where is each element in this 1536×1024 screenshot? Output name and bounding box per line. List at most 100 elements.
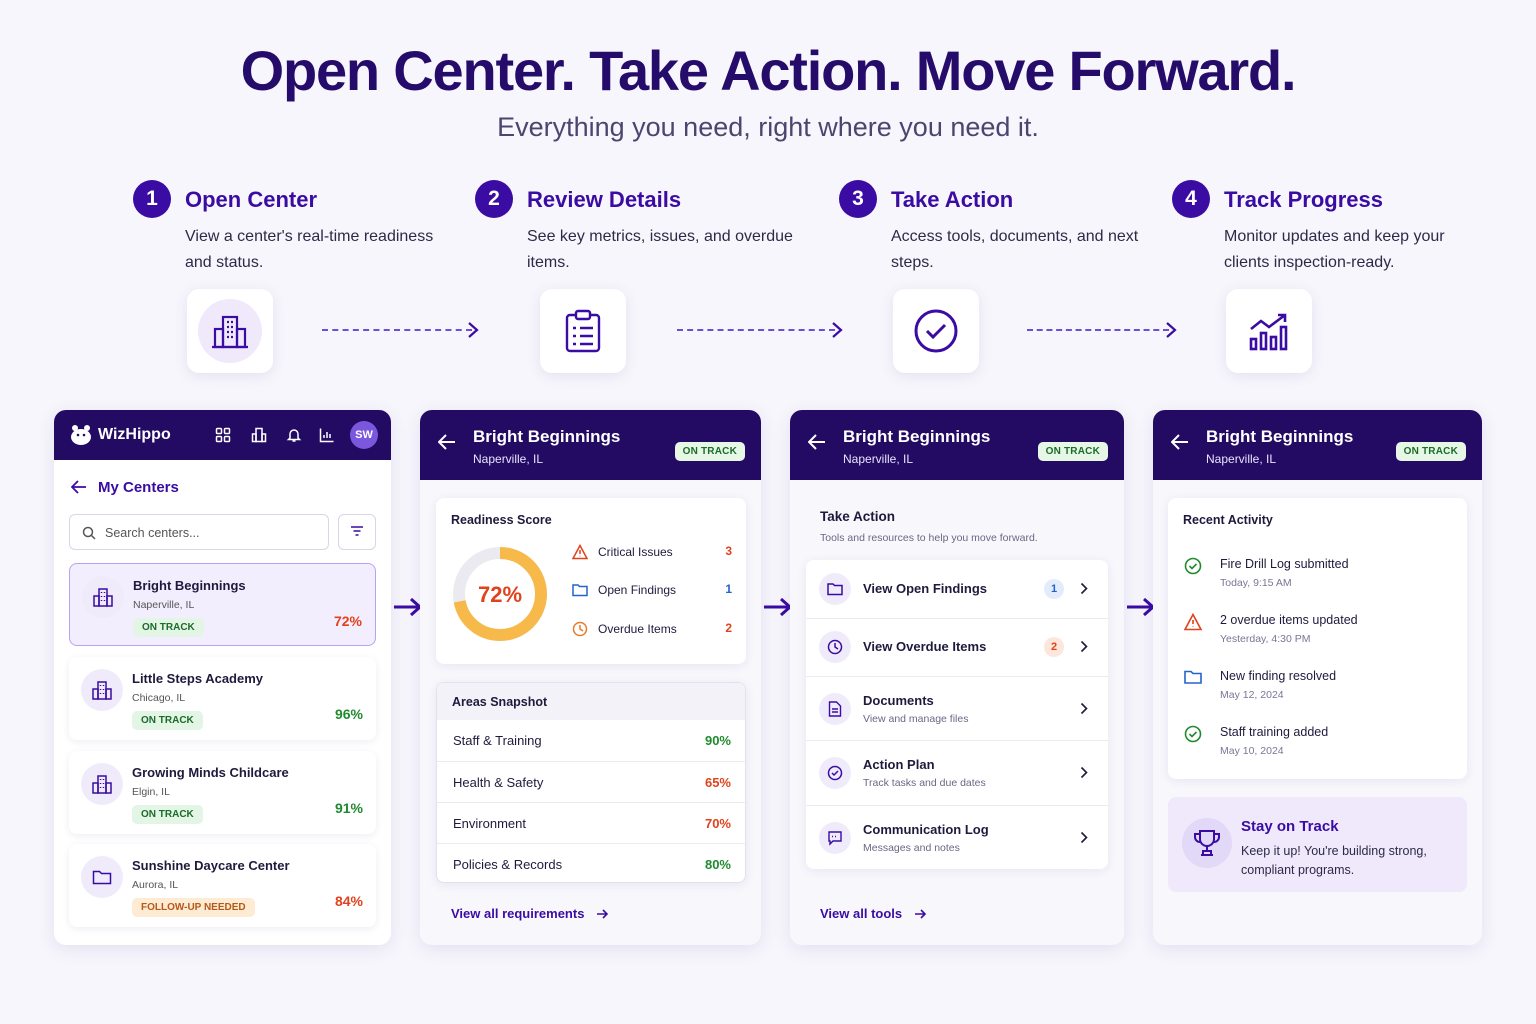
app-bar: WizHippo SW [54,410,391,460]
bell-icon[interactable] [286,427,302,443]
tool-name: Documents [863,693,934,708]
issue-label: Open Findings [598,583,677,597]
center-name: Little Steps Academy [132,671,264,686]
step-4-icon-box [1226,289,1312,373]
back-arrow-icon[interactable] [438,434,456,450]
center-name: Growing Minds Childcare [132,765,289,780]
back-arrow-icon[interactable] [808,434,826,450]
area-value: 80% [704,857,731,872]
tool-name: View Open Findings [863,581,987,596]
subheadline: Everything you need, right where you nee… [497,112,1039,142]
building-icon [81,669,123,711]
center-item-little-steps[interactable]: Little Steps Academy Chicago, IL ON TRAC… [69,657,376,740]
clock-icon [572,621,588,637]
status-badge: ON TRACK [133,618,204,637]
tool-action-plan[interactable]: Action Plan Track tasks and due dates [806,740,1108,805]
area-row[interactable]: Staff & Training 90% [437,720,747,761]
clock-icon [819,631,851,663]
count-badge: 1 [1044,579,1064,599]
status-badge: ON TRACK [132,805,203,824]
back-arrow-icon[interactable] [1171,434,1189,450]
step-connector [1027,329,1169,331]
growth-chart-icon [1249,313,1288,351]
building-icon [82,576,124,618]
tool-documents[interactable]: Documents View and manage files [806,676,1108,740]
step-description: View a center's real-time readiness and … [185,228,434,271]
step-title: Open Center [185,187,318,212]
status-badge: ON TRACK [132,711,203,730]
step-title: Review Details [527,187,682,212]
chart-icon[interactable] [319,427,335,443]
center-item-growing-minds[interactable]: Growing Minds Childcare Elgin, IL ON TRA… [69,751,376,834]
center-percent: 84% [334,893,363,909]
tool-overdue-items[interactable]: View Overdue Items 2 [806,618,1108,678]
issue-label: Overdue Items [598,622,677,636]
center-item-sunshine[interactable]: Sunshine Daycare Center Aurora, IL FOLLO… [69,844,376,927]
areas-panel: Areas Snapshot Staff & Training 90% Healt… [436,682,747,884]
area-row[interactable]: Health & Safety 65% [437,761,747,802]
center-location: Naperville, IL [843,452,914,466]
view-requirements-link[interactable]: View all requirements [451,906,609,921]
area-row[interactable]: Environment 70% [437,802,747,843]
center-name: Bright Beginnings [133,578,246,593]
promo-text: Keep it up! You're building strong, comp… [1241,844,1427,877]
tool-subtitle: Messages and notes [863,842,960,854]
tool-name: Action Plan [863,757,935,772]
issue-count: 3 [725,544,732,558]
issue-count: 1 [725,582,732,596]
filter-button[interactable] [338,514,376,550]
center-location: Chicago, IL [132,692,186,704]
action-subtitle: Tools and resources to help you move for… [820,532,1038,544]
area-value: 70% [704,816,731,831]
avatar[interactable]: SW [350,421,378,449]
area-row[interactable]: Policies & Records 80% [437,843,747,884]
tool-name: View Overdue Items [863,639,987,654]
center-location: Naperville, IL [1206,452,1277,466]
check-circle-icon [819,757,851,789]
center-header: Bright Beginnings Naperville, IL ON TRAC… [790,410,1124,480]
area-name: Health & Safety [453,775,544,790]
arrow-right-icon [597,909,609,919]
step-connector [322,329,472,331]
status-badge: FOLLOW-UP NEEDED [132,898,255,917]
arrow-right-icon [468,322,479,338]
review-card: Bright Beginnings Naperville, IL ON TRAC… [420,410,761,945]
chevron-right-icon [1080,702,1088,715]
step-2-icon-box [540,289,626,373]
step-3-icon-box [893,289,979,373]
center-percent: 96% [334,706,363,722]
progress-card: Bright Beginnings Naperville, IL ON TRAC… [1153,410,1482,945]
tool-communication-log[interactable]: Communication Log Messages and notes [806,805,1108,869]
center-percent: 91% [334,800,363,816]
activity-text: New finding resolved [1220,669,1337,683]
search-input[interactable]: Search centers... [69,514,329,550]
tools-list: View Open Findings 1 View Overdue Items … [806,560,1108,869]
folder-icon [572,584,588,597]
clipboard-icon [565,309,601,353]
center-title: Bright Beginnings [1206,427,1354,446]
area-name: Environment [453,816,526,831]
center-percent: 72% [333,613,362,629]
tool-open-findings[interactable]: View Open Findings 1 [806,560,1108,620]
building-icon[interactable] [251,427,267,443]
center-item-bright-beginnings[interactable]: Bright Beginnings Naperville, IL ON TRAC… [69,563,376,646]
activity-date: Yesterday, 4:30 PM [1220,633,1311,645]
hippo-logo-icon [71,425,91,445]
building-icon [212,315,248,349]
action-card: Bright Beginnings Naperville, IL ON TRAC… [790,410,1124,945]
folder-icon [81,856,123,898]
count-badge: 2 [1044,637,1064,657]
activity-date: May 10, 2024 [1220,745,1284,757]
trophy-icon [1182,818,1232,868]
building-icon [81,763,123,805]
step-number: 2 [475,180,513,218]
back-arrow-icon[interactable] [71,480,87,494]
activity-title: Recent Activity [1183,513,1273,527]
status-badge: ON TRACK [674,442,745,461]
step-description: Monitor updates and keep your clients in… [1224,228,1445,271]
arrow-right-icon [1166,322,1177,338]
grid-icon[interactable] [215,427,231,443]
search-placeholder: Search centers... [105,526,200,540]
step-number: 1 [133,180,171,218]
view-tools-link[interactable]: View all tools [820,906,926,921]
